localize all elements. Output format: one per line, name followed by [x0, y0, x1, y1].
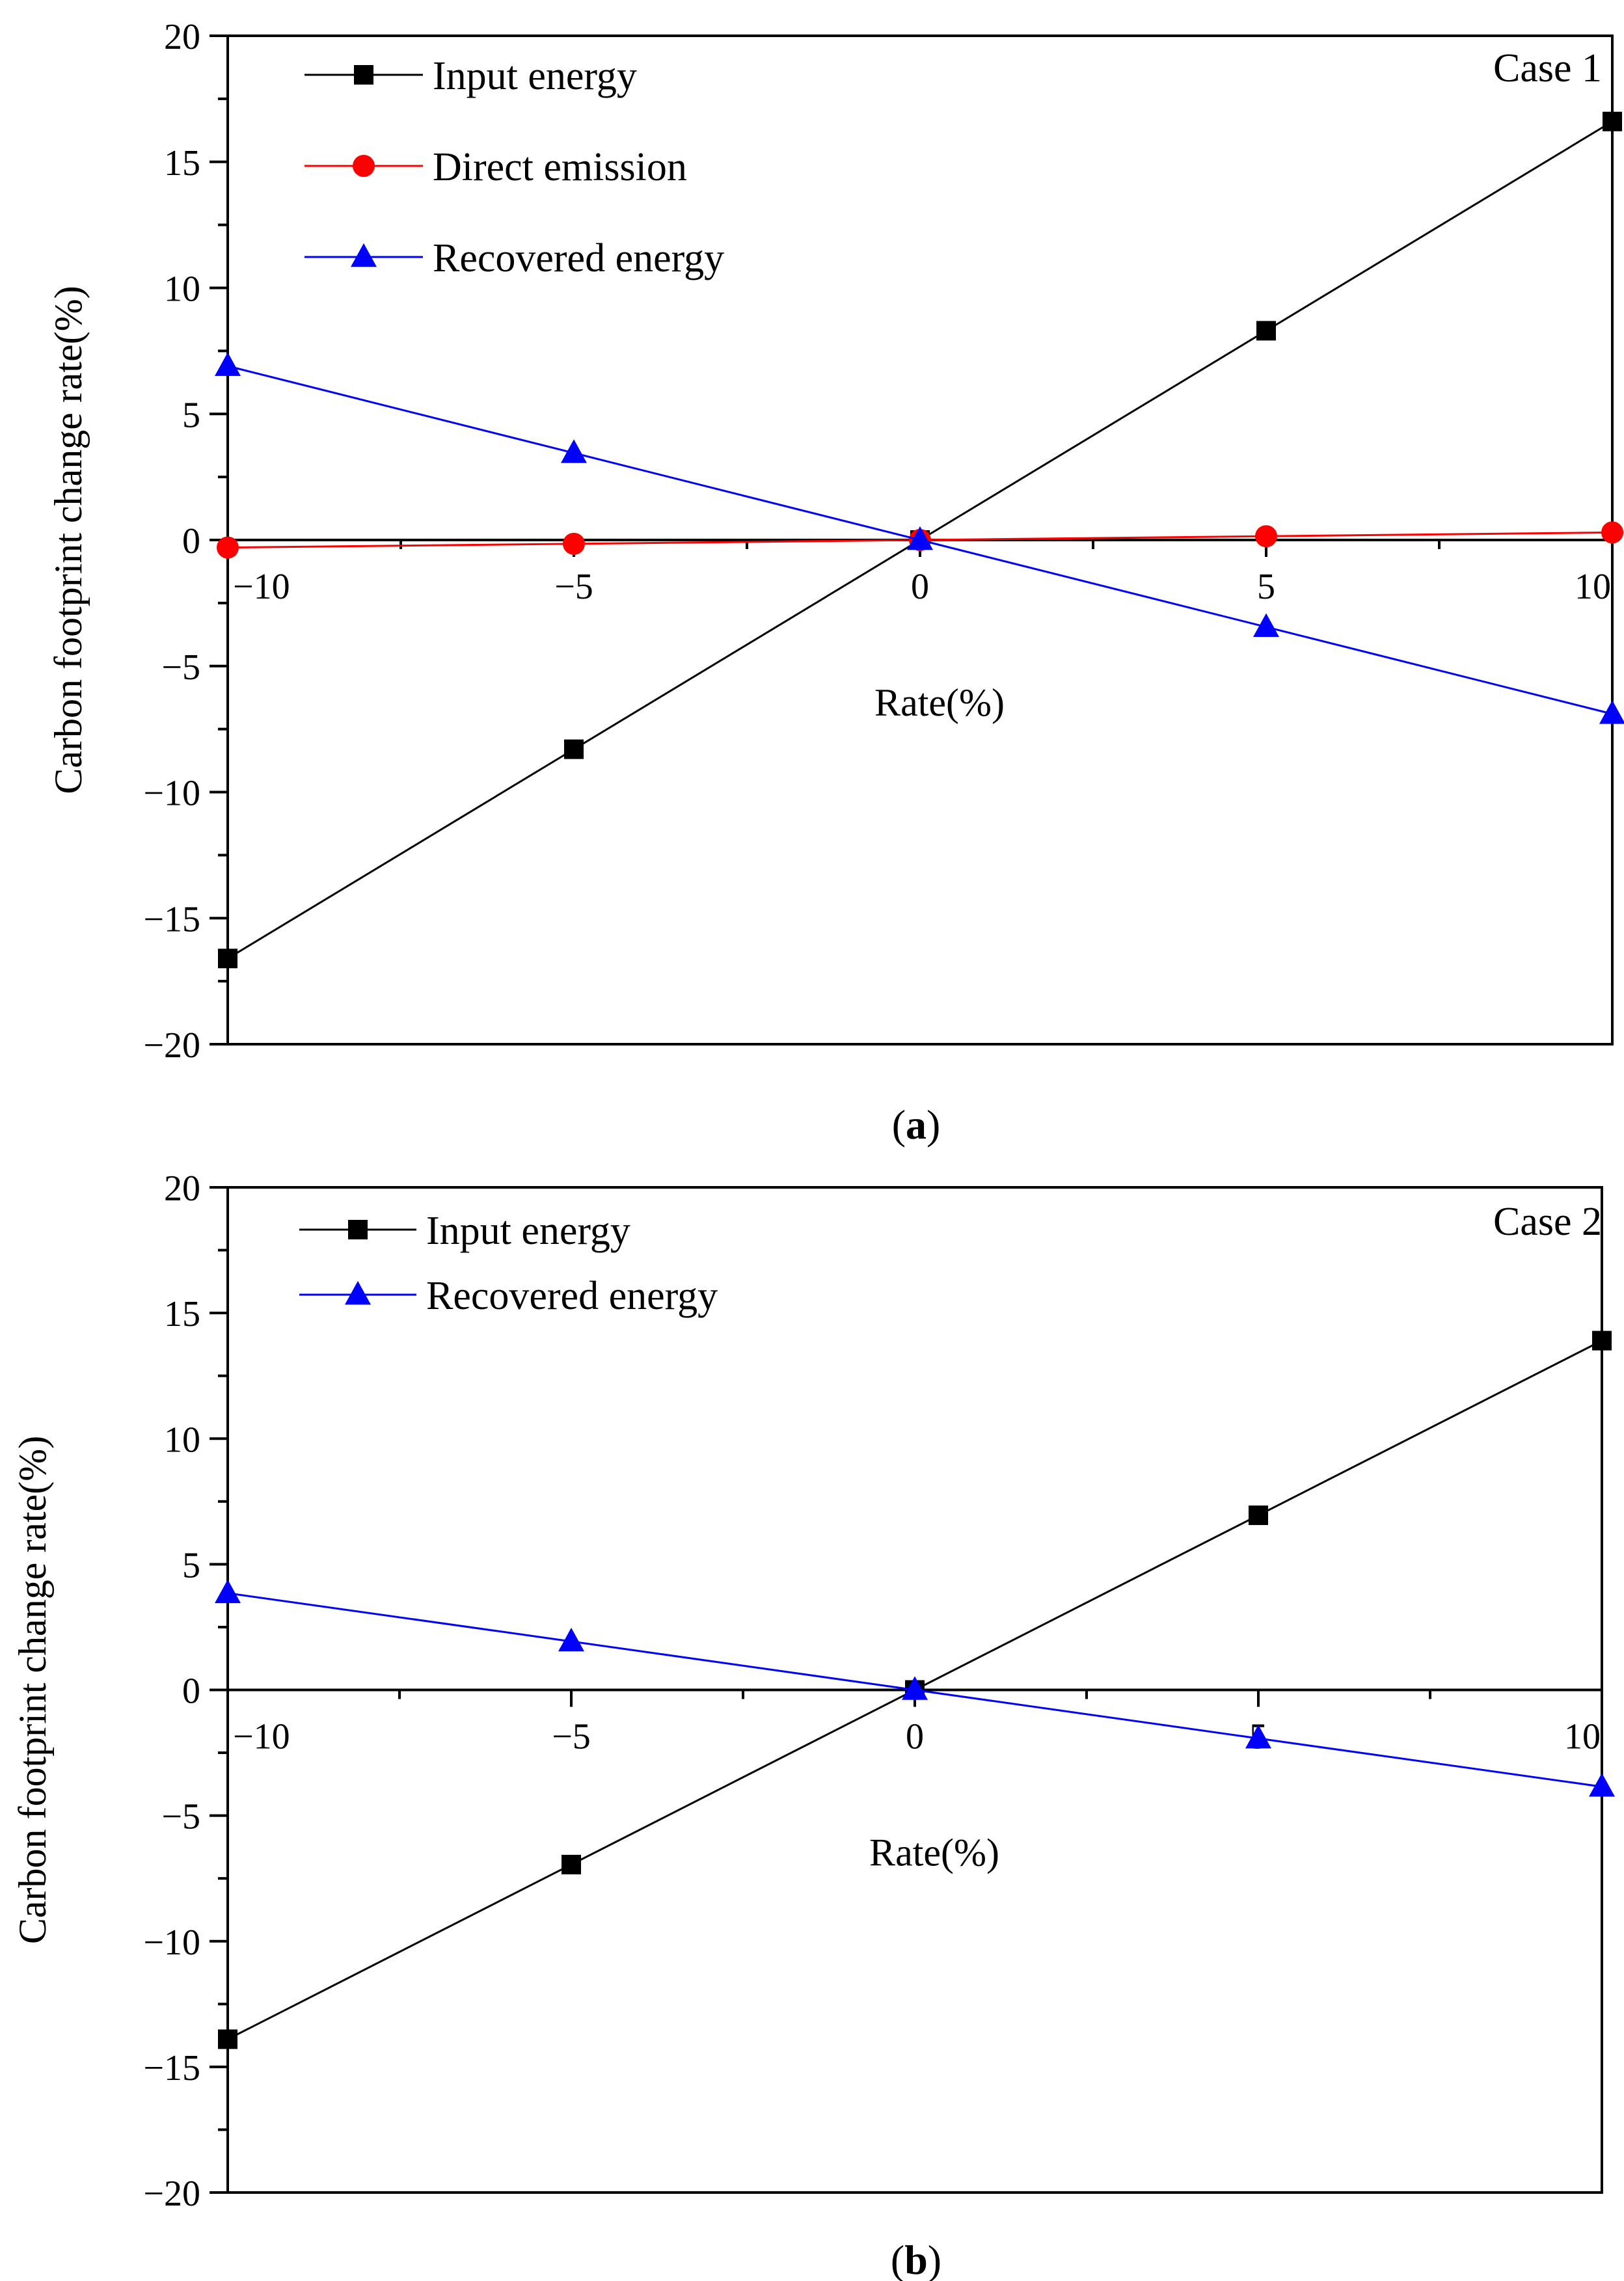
data-point	[1256, 321, 1276, 341]
y-tick-label: 15	[164, 1294, 200, 1334]
y-tick-label: −5	[161, 647, 200, 688]
legend-marker	[351, 243, 377, 267]
data-point	[1601, 521, 1623, 544]
y-tick-label: −10	[143, 774, 200, 814]
y-tick-label: −15	[143, 899, 200, 939]
x-tick-label: −10	[233, 1717, 290, 1757]
data-point	[217, 536, 239, 559]
legend-marker	[345, 1280, 371, 1305]
x-tick-label: −10	[233, 567, 290, 607]
y-tick-label: 20	[164, 17, 200, 57]
series-recovered-energy	[215, 352, 1624, 724]
legend-label: Input energy	[426, 1209, 630, 1253]
data-point	[1255, 525, 1277, 548]
legend-marker	[348, 1220, 368, 1239]
x-axis-title: Rate(%)	[874, 681, 1005, 724]
data-point	[218, 949, 237, 969]
x-tick-label: 0	[906, 1717, 924, 1757]
data-point	[907, 526, 933, 550]
data-point	[215, 352, 241, 376]
x-tick-label: −5	[552, 1717, 591, 1757]
x-tick-label: 10	[1564, 1717, 1601, 1757]
data-point	[1253, 613, 1279, 637]
y-axis-title: Carbon footprint change rate(%)	[11, 1436, 54, 1944]
chart-panel-b: 20151050−5−10−15−20−10−50510Rate(%)Carbo…	[11, 1168, 1615, 2281]
data-point	[558, 1627, 584, 1652]
y-tick-label: 10	[164, 1420, 200, 1460]
data-point	[1599, 700, 1624, 724]
y-tick-label: −20	[143, 2174, 200, 2214]
x-tick-label: 10	[1575, 567, 1611, 607]
case-annotation: Case 1	[1493, 46, 1602, 90]
chart-panel-a: 20 15 10 5 0 −5 −10 −15 −20 −10 −5 0 5 10 Rate(%) Carbo…	[47, 17, 1624, 1148]
x-tick-label: 0	[911, 567, 929, 607]
legend-marker	[354, 65, 373, 85]
y-tick-label: 20	[164, 1168, 200, 1209]
y-tick-label: −10	[143, 1923, 200, 1963]
legend-marker	[353, 155, 375, 177]
data-point	[218, 2029, 237, 2049]
data-point	[215, 1579, 241, 1604]
series-recovered-energy	[215, 1579, 1615, 1797]
data-point	[902, 1676, 928, 1700]
data-point	[562, 1854, 581, 1874]
data-point	[1589, 1773, 1615, 1797]
y-axis-title: Carbon footprint change rate(%)	[47, 286, 90, 794]
data-point	[1603, 111, 1622, 131]
data-point	[564, 739, 584, 759]
legend-label: Recovered energy	[426, 1274, 718, 1318]
y-tick-label: 10	[164, 269, 200, 310]
panel-caption: (b)	[891, 2237, 941, 2281]
legend-label: Input energy	[433, 54, 637, 98]
x-axis-title: Rate(%)	[869, 1831, 999, 1874]
y-tick-label: 0	[182, 1671, 200, 1712]
data-point	[1592, 1330, 1612, 1351]
data-point	[563, 532, 585, 555]
data-point	[561, 439, 587, 463]
data-point	[1245, 1724, 1271, 1749]
case-annotation: Case 2	[1493, 1200, 1602, 1244]
legend-label: Recovered energy	[433, 236, 724, 280]
y-tick-label: 15	[164, 143, 200, 183]
y-tick-label: 5	[182, 395, 200, 435]
y-tick-label: 0	[182, 521, 200, 561]
y-tick-label: −5	[161, 1797, 200, 1837]
y-tick-label: 5	[182, 1545, 200, 1586]
x-tick-label: 5	[1257, 567, 1275, 607]
x-tick-label: −5	[554, 567, 593, 607]
y-tick-label: −15	[143, 2048, 200, 2088]
legend-label: Direct emission	[433, 145, 687, 189]
panel-caption: (a)	[892, 1101, 941, 1148]
data-point	[1249, 1505, 1268, 1526]
y-tick-label: −20	[143, 1025, 200, 1066]
